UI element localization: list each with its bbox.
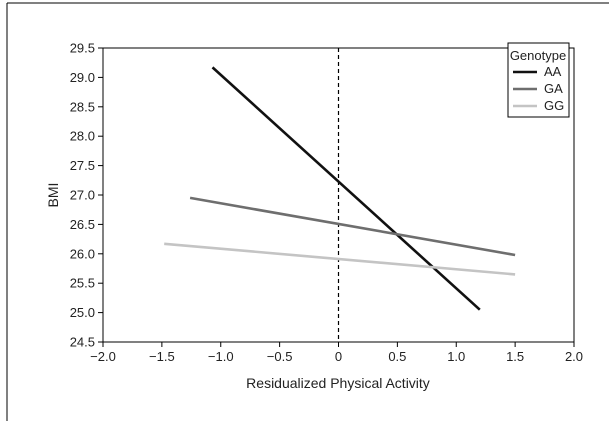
x-tick-label: −1.0: [208, 349, 234, 364]
y-tick-label: 26.5: [70, 217, 95, 232]
legend-label-ga: GA: [544, 81, 563, 96]
y-tick-label: 25.5: [70, 276, 95, 291]
y-axis-ticks: 24.5 25.0 25.5 26.0 26.5 27.0 27.5 28.0 28.5 29.0…: [70, 41, 103, 350]
y-tick-label: 24.5: [70, 335, 95, 350]
y-tick-label: 27.0: [70, 188, 95, 203]
y-tick-label: 28.5: [70, 99, 95, 114]
x-tick-label: −2.0: [90, 349, 116, 364]
legend-box: [507, 42, 570, 118]
x-tick-label: 0.5: [388, 349, 406, 364]
series-line-aa: [211, 66, 481, 311]
y-tick-label: 25.0: [70, 305, 95, 320]
legend-title: Genotype: [510, 48, 566, 63]
series-group: [164, 66, 516, 311]
x-tick-label: −0.5: [267, 349, 293, 364]
y-tick-label: 29.5: [70, 41, 95, 56]
x-tick-label: 1.0: [447, 349, 465, 364]
y-tick-label: 29.0: [70, 70, 95, 85]
y-tick-label: 26.0: [70, 246, 95, 261]
x-axis-title: Residualized Physical Activity: [246, 375, 430, 391]
legend-label-aa: AA: [544, 64, 562, 79]
y-tick-label: 27.5: [70, 158, 95, 173]
series-line-ga: [189, 196, 516, 257]
legend: Genotype AA GA GG: [507, 42, 570, 118]
y-tick-label: 28.0: [70, 129, 95, 144]
legend-items: AA GA GG: [513, 64, 564, 113]
x-tick-label: 1.5: [506, 349, 524, 364]
x-axis-ticks: −2.0 −1.5 −1.0 −0.5 0 0.5 1.0 1.5 2.0: [90, 342, 583, 364]
y-axis-title: BMI: [45, 183, 61, 208]
legend-label-gg: GG: [544, 98, 564, 113]
series-line-gg: [164, 242, 516, 276]
x-tick-label: 2.0: [565, 349, 583, 364]
x-tick-label: 0: [335, 349, 342, 364]
x-tick-label: −1.5: [149, 349, 175, 364]
